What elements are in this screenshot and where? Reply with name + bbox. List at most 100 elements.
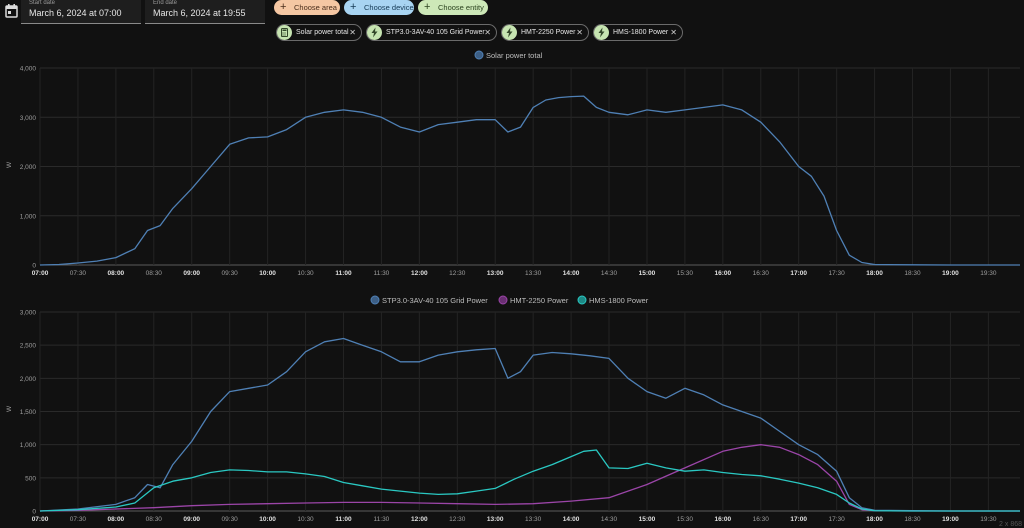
inverters-chart[interactable]: STP3.0-3AV-40 105 Grid Power HMT-2250 Po… [0, 292, 1024, 526]
choose-device-button[interactable]: + Choose device [344, 0, 414, 15]
chip-label: HMS-1800 Power [613, 29, 669, 36]
legend-label: Solar power total [486, 51, 543, 60]
x-tick-label: 14:00 [563, 516, 580, 523]
series-line[interactable] [39, 449, 1020, 512]
x-tick-label: 08:00 [108, 516, 125, 523]
close-icon[interactable]: ✕ [349, 28, 356, 37]
x-tick-label: 17:30 [829, 516, 846, 523]
x-tick-label: 19:00 [942, 270, 959, 277]
start-date-label: Start date [29, 0, 56, 6]
x-tick-label: 15:30 [677, 270, 694, 277]
legend-swatch [577, 295, 587, 305]
chart-grid [39, 67, 1020, 266]
x-tick-label: 17:00 [790, 516, 807, 523]
series-line[interactable] [39, 444, 1020, 512]
x-tick-label: 18:00 [866, 270, 883, 277]
x-tick-label: 07:00 [32, 516, 49, 523]
chip-hms-1800-power[interactable]: HMS-1800 Power ✕ [593, 24, 683, 41]
y-axis-label: W [6, 405, 13, 412]
x-tick-label: 16:30 [753, 270, 770, 277]
choose-entity-button[interactable]: + Choose entity [418, 0, 488, 15]
x-axis: 07:00 07:30 08:00 08:30 09:00 09:30 10:00 10:30… [32, 270, 997, 277]
chip-label: Solar power total [296, 29, 349, 36]
series-line[interactable] [39, 95, 1020, 266]
x-tick-label: 13:00 [487, 516, 504, 523]
x-tick-label: 16:00 [715, 270, 732, 277]
legend-swatch [474, 50, 484, 60]
plus-icon: + [424, 1, 431, 13]
x-tick-label: 12:00 [411, 516, 428, 523]
close-icon[interactable]: ✕ [484, 28, 491, 37]
x-tick-label: 11:00 [335, 270, 352, 277]
end-date-value: March 6, 2024 at 19:55 [153, 8, 246, 18]
chart-series [39, 337, 1020, 512]
start-date-value: March 6, 2024 at 07:00 [29, 8, 122, 18]
x-tick-label: 18:30 [904, 270, 921, 277]
y-tick-label: 0 [32, 509, 36, 516]
x-tick-label: 12:30 [449, 270, 466, 277]
y-tick-label: 500 [25, 475, 36, 482]
x-tick-label: 09:30 [222, 270, 239, 277]
y-tick-label: 2,500 [20, 343, 37, 350]
x-tick-label: 19:30 [980, 270, 997, 277]
close-icon[interactable]: ✕ [576, 28, 583, 37]
y-axis-label: W [6, 161, 13, 168]
calendar-icon[interactable] [5, 4, 18, 18]
y-axis: 3,000 2,500 2,000 1,500 1,000 500 0 [20, 310, 37, 516]
x-tick-label: 08:30 [146, 516, 163, 523]
flash-icon [594, 25, 609, 40]
chip-label: STP3.0-3AV-40 105 Grid Power [386, 29, 485, 36]
x-tick-label: 09:00 [183, 270, 200, 277]
x-tick-label: 09:00 [183, 516, 200, 523]
plus-icon: + [350, 1, 357, 13]
x-tick-label: 12:00 [411, 270, 428, 277]
chip-solar-power-total[interactable]: Solar power total ✕ [276, 24, 362, 41]
chart-legend[interactable]: Solar power total [474, 50, 543, 60]
chart-series [39, 95, 1020, 266]
y-tick-label: 2,000 [20, 376, 37, 383]
end-date-label: End date [153, 0, 178, 6]
x-tick-label: 13:00 [487, 270, 504, 277]
legend-label: HMT-2250 Power [510, 296, 569, 305]
chart-legend[interactable]: STP3.0-3AV-40 105 Grid Power HMT-2250 Po… [370, 295, 649, 305]
footer-partial-text: 2 x 868 [999, 521, 1022, 528]
choose-device-label: Choose device [364, 3, 414, 12]
x-tick-label: 08:00 [108, 270, 125, 277]
solar-total-chart[interactable]: Solar power total W 4,000 3,000 2,000 1,000… [0, 46, 1024, 286]
y-tick-label: 1,500 [20, 409, 37, 416]
y-tick-label: 1,000 [20, 213, 37, 220]
x-tick-label: 07:30 [70, 516, 87, 523]
history-toolbar: Start date March 6, 2024 at 07:00 End da… [0, 0, 1024, 24]
x-tick-label: 11:00 [335, 516, 352, 523]
series-line[interactable] [39, 337, 1020, 512]
chip-label: HMT-2250 Power [521, 29, 576, 36]
x-tick-label: 16:00 [715, 516, 732, 523]
x-tick-label: 07:00 [32, 270, 49, 277]
x-axis: 07:00 07:30 08:00 08:30 09:00 09:30 10:00 10:30… [32, 516, 997, 523]
chip-stp-grid-power[interactable]: STP3.0-3AV-40 105 Grid Power ✕ [366, 24, 497, 41]
start-date-field[interactable]: Start date March 6, 2024 at 07:00 [21, 0, 141, 24]
choose-area-label: Choose area [294, 3, 337, 12]
y-tick-label: 2,000 [20, 164, 37, 171]
legend-swatch [498, 295, 508, 305]
choose-area-button[interactable]: + Choose area [274, 0, 340, 15]
x-tick-label: 17:00 [790, 270, 807, 277]
chart-grid [39, 311, 1020, 512]
legend-swatch [370, 295, 380, 305]
x-tick-label: 15:30 [677, 516, 694, 523]
y-tick-label: 3,000 [20, 115, 37, 122]
choose-entity-label: Choose entity [438, 3, 484, 12]
close-icon[interactable]: ✕ [670, 28, 677, 37]
x-tick-label: 17:30 [829, 270, 846, 277]
chip-hmt-2250-power[interactable]: HMT-2250 Power ✕ [501, 24, 589, 41]
end-date-field[interactable]: End date March 6, 2024 at 19:55 [145, 0, 265, 24]
x-tick-label: 16:30 [753, 516, 770, 523]
x-tick-label: 14:30 [601, 516, 618, 523]
plus-icon: + [280, 1, 287, 13]
calculator-icon [277, 25, 292, 40]
y-tick-label: 3,000 [20, 310, 37, 317]
y-axis: 4,000 3,000 2,000 1,000 0 [20, 66, 37, 270]
x-tick-label: 18:00 [866, 516, 883, 523]
x-tick-label: 18:30 [904, 516, 921, 523]
x-tick-label: 13:30 [525, 270, 542, 277]
